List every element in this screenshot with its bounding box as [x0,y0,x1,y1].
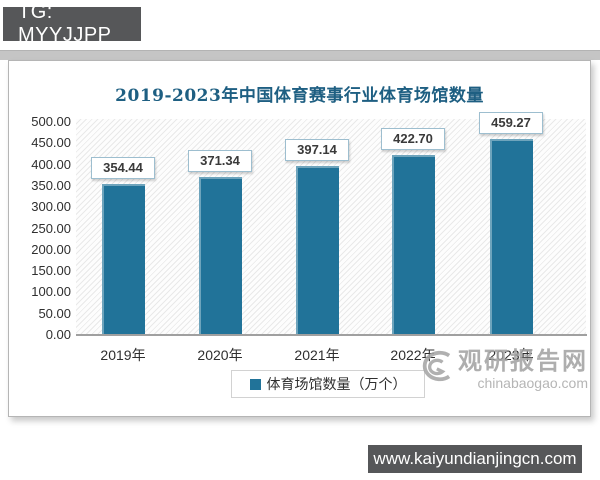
y-tick-label: 350.00 [31,177,71,193]
url-badge-label: www.kaiyundianjingcn.com [373,449,577,468]
bar-value-label: 459.27 [479,112,543,135]
y-tick-label: 0.00 [45,327,71,342]
y-tick-label: 400.00 [31,156,71,172]
chart-panel: 2019-2023年中国体育赛事行业体育场馆数量 0.00 50.00 100.00… [8,60,591,417]
watermark-site: chinabaogao.com [477,375,588,391]
y-tick-label: 250.00 [31,220,71,236]
bar-value-label: 397.14 [285,138,349,161]
tg-badge: TG: MYYJJPP [3,1,141,46]
legend-swatch [249,378,261,390]
y-tick-label: 200.00 [31,241,71,257]
x-tick-label: 2019年 [100,347,146,363]
y-tick-label: 150.00 [31,263,71,279]
bar-value-label: 422.70 [381,127,445,150]
y-tick-label: 100.00 [31,284,71,300]
bar-value-label: 371.34 [188,149,252,172]
bar-value-label: 354.44 [91,157,155,179]
x-tick-label: 2022年 [390,347,436,363]
bar-2021年 [295,165,339,335]
x-tick-label: 2023年 [488,347,534,363]
tg-badge-label: TG: MYYJJPP [18,1,112,46]
bar-2023年 [489,139,533,335]
url-badge: www.kaiyundianjingcn.com [368,445,582,473]
x-axis-line [76,334,587,336]
bar-2020年 [198,176,242,335]
bar-2019年 [101,184,145,335]
y-tick-label: 300.00 [31,199,71,215]
bar-2022年 [391,154,435,335]
x-tick-label: 2021年 [294,347,340,363]
legend-label: 体育场馆数量（万个） [266,376,407,392]
top-strip [0,50,600,60]
y-tick-label: 50.00 [38,305,71,321]
x-tick-label: 2020年 [197,347,243,363]
legend: 体育场馆数量（万个） [231,370,425,398]
y-tick-label: 500.00 [31,114,71,129]
y-tick-label: 450.00 [31,135,71,151]
chart-title: 2019-2023年中国体育赛事行业体育场馆数量 [115,86,484,106]
